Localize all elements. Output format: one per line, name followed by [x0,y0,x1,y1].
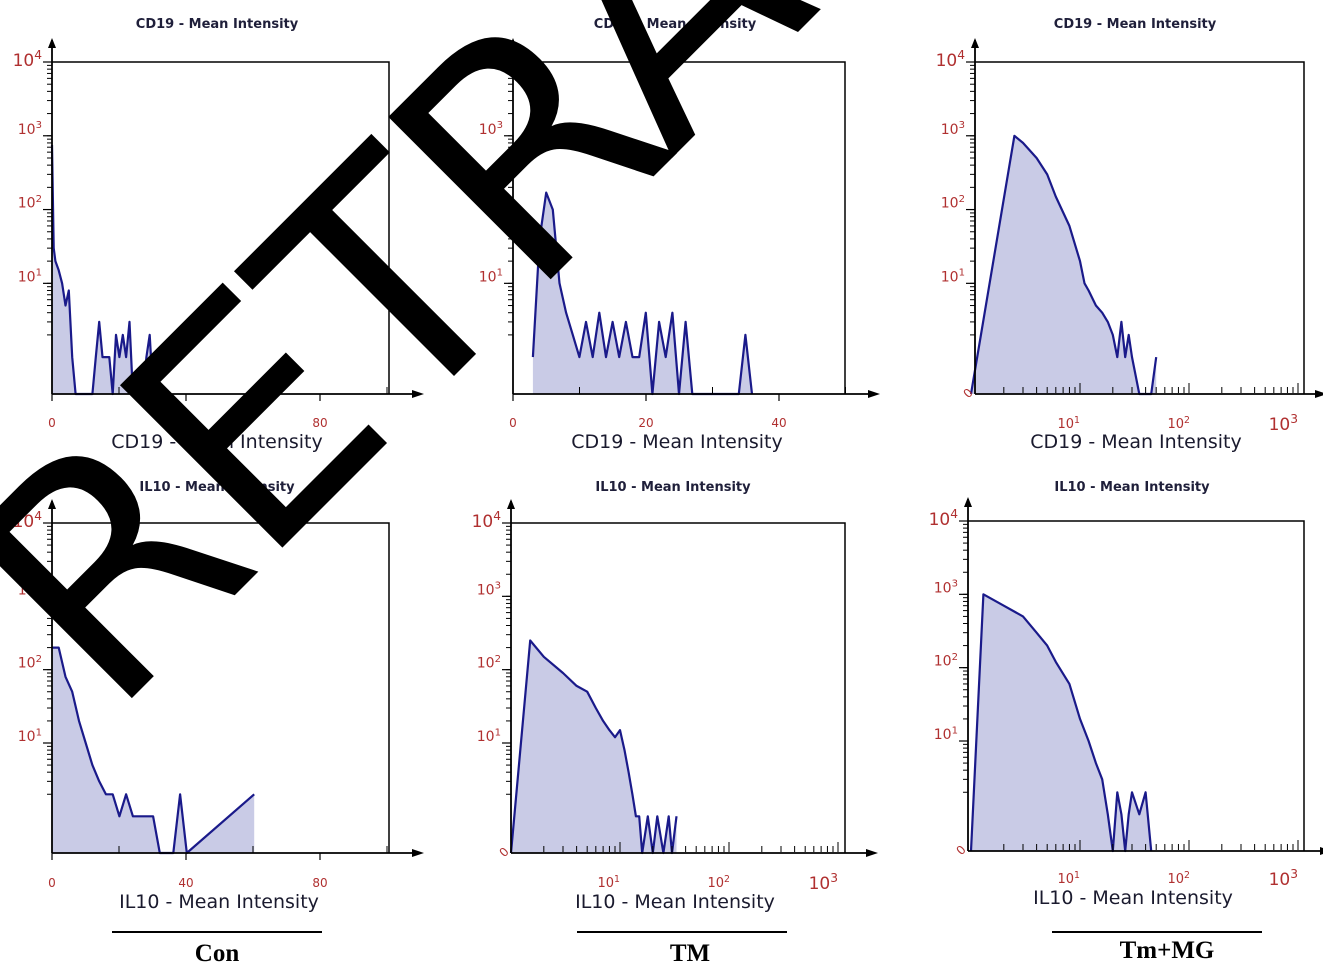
y-tick-label: 103 [934,579,958,597]
x-axis-arrow [412,390,424,398]
y-tick-label: 103 [479,120,503,138]
histogram-area [52,647,255,853]
y-tick-label: 102 [18,194,42,212]
y-tick-label: 101 [934,725,958,743]
y-tick-label: 101 [18,727,42,745]
histogram-area [532,192,753,394]
x-axis-arrow [866,849,878,857]
y-tick-label: 101 [479,268,503,286]
x-tick-label: 101 [1058,415,1081,432]
plot-frame [975,61,1305,394]
x-axis-label: IL10 - Mean Intensity [119,891,319,913]
x-axis-label: CD19 - Mean Intensity [1030,431,1242,453]
x-tick-label: 80 [312,876,327,890]
y-tick-label: 104 [929,507,959,530]
plot-frame [52,61,390,394]
x-axis-label: CD19 - Mean Intensity [111,431,323,453]
x-tick-label-zero: 0 [497,845,512,860]
y-tick-label: 101 [941,268,965,286]
y-axis-arrow [509,38,517,48]
y-axis-arrow [964,497,972,507]
x-tick-label: 103 [1269,867,1298,890]
x-tick-label: 80 [312,416,327,430]
group-rule-tm-mg [1052,931,1262,933]
x-tick-label: 101 [1058,870,1081,887]
x-tick-label: 101 [598,874,621,891]
y-axis-arrow [48,499,56,509]
panel-title: CD19 - Mean Intensity [1054,17,1217,32]
x-tick-label: 102 [708,874,731,891]
y-tick-label: 103 [941,120,965,138]
x-tick-label: 40 [771,416,786,430]
x-axis-label: CD19 - Mean Intensity [571,431,783,453]
y-tick-label: 102 [934,652,958,670]
y-axis-arrow [971,38,979,48]
x-tick-label: 102 [1168,870,1191,887]
histogram-area [971,594,1152,851]
y-tick-label: 101 [18,268,42,286]
y-tick-label: 102 [479,194,503,212]
x-tick-label: 40 [178,876,193,890]
x-tick-label: 0 [48,416,56,430]
y-tick-label: 104 [13,48,43,71]
x-tick-label: 103 [1269,412,1298,435]
y-tick-label: 101 [477,727,501,745]
y-tick-label: 104 [474,48,504,71]
x-tick-label: 0 [48,876,56,890]
x-axis-label: IL10 - Mean Intensity [1033,887,1233,909]
x-axis-arrow [868,390,880,398]
x-axis-label: IL10 - Mean Intensity [575,891,775,913]
histogram-area [971,135,1157,395]
x-axis-arrow [1315,390,1323,398]
x-tick-label: 103 [809,871,838,894]
y-tick-label: 104 [936,48,966,71]
plot-frame [52,522,390,853]
group-label-con: Con [194,940,240,967]
plot-frame [511,522,846,853]
panel-title: IL10 - Mean Intensity [595,480,751,495]
group-label-tm: TM [669,940,711,967]
panel-title: CD19 - Mean Intensity [136,17,299,32]
y-tick-label: 102 [941,194,965,212]
y-tick-label: 103 [18,120,42,138]
histogram-line [509,639,678,855]
x-axis-arrow [412,849,424,857]
y-tick-label: 102 [18,654,42,672]
histogram-panel-5: 101 102 103 104 0 101 102 103 IL10 - Mean Intens… [472,480,878,913]
group-rule-con [112,931,322,933]
x-tick-label-zero: 0 [954,843,969,858]
panel-title: CD19 - Mean Intensity [594,17,757,32]
panel-title: IL10 - Mean Intensity [139,480,295,495]
histogram-line [969,134,1158,396]
panel-title: IL10 - Mean Intensity [1054,480,1210,495]
x-tick-label: 40 [178,416,193,430]
histogram-panel-6: 101 102 103 104 0 101 102 103 IL10 - Mean Intens… [929,480,1323,909]
plot-frame [968,520,1305,851]
group-rule-tm [577,931,787,933]
x-tick-label: 102 [1168,415,1191,432]
y-tick-label: 103 [18,581,42,599]
x-tick-label: 20 [638,416,653,430]
group-label-tm-mg: Tm+MG [1119,937,1215,964]
x-axis-arrow [1320,847,1323,855]
y-tick-label: 103 [477,581,501,599]
y-tick-label: 104 [472,509,502,532]
histogram-line [969,593,1153,853]
y-axis-arrow [507,499,515,509]
y-tick-label: 104 [13,509,43,532]
x-tick-label: 0 [509,416,517,430]
y-axis-arrow [48,38,56,48]
histogram-area [511,640,677,853]
plot-frame [513,61,846,394]
y-tick-label: 102 [477,654,501,672]
histogram-area [52,145,154,394]
